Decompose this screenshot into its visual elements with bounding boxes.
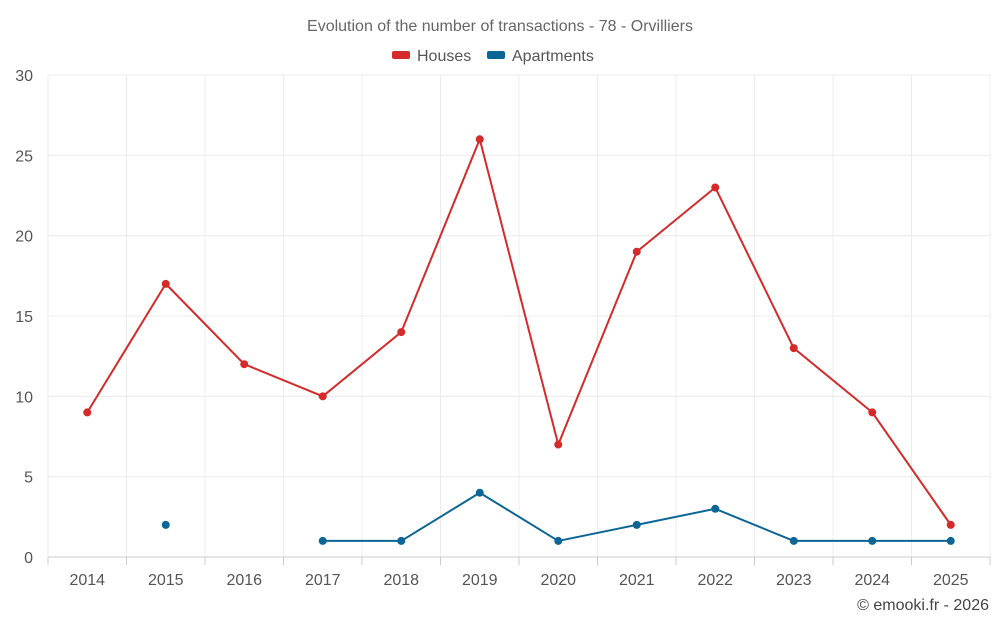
- y-tick-label: 10: [15, 389, 33, 406]
- chart-title: Evolution of the number of transactions …: [307, 18, 693, 35]
- apartments-point: [397, 536, 406, 545]
- houses-point: [711, 183, 720, 192]
- x-tick-label: 2018: [383, 572, 419, 589]
- houses-point: [946, 520, 955, 529]
- houses-point: [789, 344, 798, 353]
- legend: Houses Apartments: [392, 48, 594, 65]
- x-tick-label: 2025: [933, 572, 969, 589]
- x-tick-label: 2024: [854, 572, 890, 589]
- x-tick-label: 2020: [540, 572, 576, 589]
- x-tick-label: 2023: [776, 572, 812, 589]
- apartments-point: [789, 536, 798, 545]
- y-tick-label: 5: [24, 470, 33, 487]
- legend-swatch-apartments: [487, 51, 505, 59]
- series-apartments: [161, 488, 955, 545]
- houses-point: [318, 392, 327, 401]
- houses-point: [240, 360, 249, 369]
- y-tick-label: 25: [15, 148, 33, 165]
- x-axis: 2014 2015 2016 2017 2018 2019 2020 2021 2022 2023…: [47, 557, 991, 589]
- y-tick-label: 15: [15, 309, 33, 326]
- apartments-line: [322, 491, 951, 542]
- x-tick-label: 2015: [148, 572, 184, 589]
- houses-point: [83, 408, 92, 417]
- apartments-point: [632, 520, 641, 529]
- houses-point: [397, 328, 406, 337]
- apartments-point: [475, 488, 484, 497]
- legend-label-houses: Houses: [417, 48, 471, 65]
- gridlines: [47, 74, 991, 558]
- apartments-point: [161, 520, 170, 529]
- x-tick-label: 2021: [619, 572, 655, 589]
- houses-point: [632, 247, 641, 256]
- houses-point: [554, 440, 563, 449]
- y-tick-label: 20: [15, 229, 33, 246]
- apartments-point: [318, 536, 327, 545]
- legend-label-apartments: Apartments: [512, 48, 594, 65]
- houses-line: [86, 138, 952, 526]
- x-tick-label: 2016: [226, 572, 262, 589]
- credit-text: © emooki.fr - 2026: [857, 597, 989, 614]
- apartments-point: [946, 536, 955, 545]
- y-tick-label: 30: [15, 68, 33, 85]
- apartments-point: [868, 536, 877, 545]
- apartments-point: [554, 536, 563, 545]
- houses-point: [475, 135, 484, 144]
- x-tick-label: 2017: [305, 572, 341, 589]
- houses-point: [868, 408, 877, 417]
- legend-swatch-houses: [392, 51, 410, 59]
- series-houses: [83, 135, 955, 529]
- y-axis: 0 5 10 15 20 25 30: [15, 68, 33, 567]
- apartments-point: [711, 504, 720, 513]
- series-layer: [83, 135, 955, 545]
- x-tick-label: 2014: [69, 572, 105, 589]
- y-tick-label: 0: [24, 550, 33, 567]
- x-tick-label: 2022: [697, 572, 733, 589]
- x-tick-label: 2019: [462, 572, 498, 589]
- houses-point: [161, 279, 170, 288]
